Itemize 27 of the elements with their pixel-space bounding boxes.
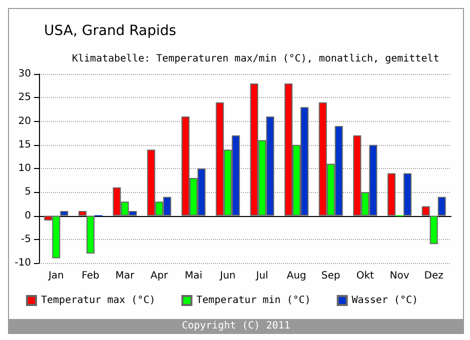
legend-label: Wasser (°C)	[352, 295, 418, 306]
y-tick-label: 30	[18, 68, 31, 80]
x-tick-label: Nov	[390, 270, 410, 282]
x-tick-label: Aug	[286, 270, 306, 282]
x-tick-label: Okt	[356, 270, 374, 282]
x-tick-label: Apr	[150, 270, 169, 282]
y-tick-label: 0	[24, 210, 31, 222]
y-tick-label: -5	[21, 234, 31, 245]
legend-label: Temperatur min (°C)	[196, 295, 311, 306]
chart-subtitle: Klimatabelle: Temperaturen max/min (°C), monatlich, gemittelt	[72, 54, 440, 64]
x-tick-label: Sep	[321, 270, 340, 282]
text: Copyright (C) 2011	[182, 320, 290, 332]
x-tick-label: Jan	[47, 270, 64, 282]
x-tick-label: Mar	[115, 270, 136, 282]
y-tick-label: 20	[18, 116, 31, 127]
chart-title: USA, Grand Rapids	[44, 23, 176, 39]
x-tick-label: Feb	[82, 270, 100, 282]
y-tick-label: 25	[18, 92, 31, 104]
x-tick-label: Mai	[184, 270, 202, 282]
x-tick-label: Jun	[219, 270, 236, 282]
legend-label: Temperatur max (°C)	[41, 295, 156, 306]
y-tick-label: 15	[18, 139, 31, 150]
y-tick-label: 5	[24, 186, 31, 198]
y-tick-label: -10	[14, 258, 31, 268]
y-tick-label: 10	[18, 163, 31, 174]
x-tick-label: Dez	[424, 270, 444, 282]
x-tick-label: Jul	[255, 270, 268, 282]
